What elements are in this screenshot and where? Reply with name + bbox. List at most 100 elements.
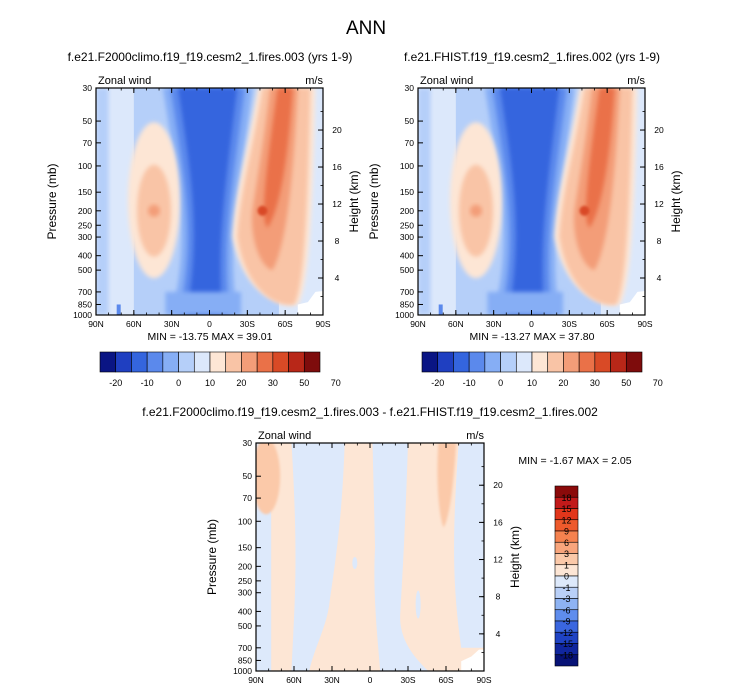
y-tick-label: 1000 [395,310,414,320]
colorbar-swatch [531,351,549,373]
right-tick-label: 8 [335,236,340,246]
y-tick-label: 1000 [73,310,92,320]
right-axis-label: Height (km) [508,526,522,588]
panel-title: f.e21.F2000climo.f19_f19.cesm2_1.fires.0… [142,405,598,419]
right-tick-label: 4 [335,273,340,283]
contour-band [499,88,560,315]
contour-band [415,590,421,619]
right-tick-label: 12 [332,199,342,209]
y-tick-label: 500 [238,621,252,631]
x-tick-label: 90S [637,319,652,329]
figure-title: ANN [345,18,387,39]
min-max-label: MIN = -13.27 MAX = 37.80 [470,331,595,343]
y-tick-label: 250 [238,576,252,586]
contour-band [487,291,564,315]
right-tick-label: 8 [657,236,662,246]
contour-band [263,88,293,228]
x-tick-label: 60N [286,675,302,685]
right-tick-label: 12 [493,555,503,565]
colorbar-swatch [610,351,627,373]
colorbar-label: 15 [561,504,571,514]
x-tick-label: 60N [126,319,142,329]
contour-band [256,443,281,515]
x-tick-label: 30S [240,319,255,329]
y-tick-label: 250 [78,220,92,230]
colorbar-label: 70 [653,378,663,388]
contour-band [437,443,457,528]
y-tick-label: 30 [405,83,415,93]
y-tick-label: 300 [78,232,92,242]
x-tick-label: 0 [529,319,534,329]
contour-band [165,291,242,315]
y-tick-label: 500 [400,265,414,275]
x-tick-label: 0 [368,675,373,685]
right-tick-label: 4 [657,273,662,283]
y-tick-label: 1000 [233,666,252,676]
y-tick-label: 50 [83,116,93,126]
colorbar-swatch [547,351,564,373]
colorbar-swatch [162,351,179,373]
colorbar-label: -18 [560,650,573,660]
x-tick-label: 90N [410,319,426,329]
x-tick-label: 60S [438,675,453,685]
colorbar-label: -20 [431,378,444,388]
y-tick-label: 150 [78,187,92,197]
y-tick-label: 200 [400,206,414,216]
contour-field [256,443,484,671]
colorbar-label: 6 [564,538,569,548]
contour-band [585,88,615,228]
y-tick-label: 150 [238,543,252,553]
colorbar-swatch [303,351,321,373]
colorbar-label: -3 [562,594,570,604]
colorbar: -20 -10 0 10 20 30 50 70 [421,351,663,388]
y-tick-label: 70 [83,138,93,148]
y-tick-label: 700 [238,643,252,653]
right-tick-label: 20 [332,125,342,135]
colorbar-label: 70 [331,378,341,388]
x-tick-label: 30N [486,319,502,329]
colorbar-swatch [484,351,501,373]
colorbar-label: -20 [109,378,122,388]
right-tick-label: 20 [654,125,664,135]
x-tick-label: 30S [562,319,577,329]
y-axis-label: Pressure (mb) [205,519,219,595]
x-tick-label: 30S [400,675,415,685]
y-tick-label: 300 [238,588,252,598]
colorbar-label: 0 [564,572,569,582]
colorbar-swatch [241,351,258,373]
colorbar-swatch [115,351,132,373]
colorbar-swatch [468,351,486,373]
right-tick-label: 8 [496,592,501,602]
y-tick-label: 700 [400,287,414,297]
units-label: m/s [466,430,484,442]
contour-band [291,443,345,671]
colorbar-swatch [256,351,274,373]
colorbar-swatch [288,351,305,373]
colorbar-swatch [594,351,611,373]
y-tick-label: 50 [243,471,253,481]
y-axis-label: Pressure (mb) [367,163,381,239]
x-tick-label: 90N [88,319,104,329]
colorbar-swatch [515,351,533,373]
y-tick-label: 30 [83,83,93,93]
colorbar-label: 9 [564,527,569,537]
y-axis-label: Pressure (mb) [45,163,59,239]
colorbar-swatch [554,654,579,667]
colorbar-label: 0 [498,378,503,388]
colorbar-label: -10 [463,378,476,388]
contour-field [418,88,645,315]
colorbar-label: 30 [268,378,278,388]
y-tick-label: 30 [243,438,253,448]
colorbar-label: 30 [590,378,600,388]
right-axis-label: Height (km) [347,170,361,232]
plot-frame-1: 90N 60N 30N 0 30S 60S 90S 30 50 70 100 150 200 250 300… [367,50,683,343]
contour-band [148,204,161,217]
right-tick-label: 20 [493,480,503,490]
colorbar: -20 -10 0 10 20 30 50 70 [99,351,341,388]
variable-label: Zonal wind [98,75,151,87]
x-tick-label: 90N [248,675,264,685]
y-tick-label: 70 [405,138,415,148]
contour-band [418,88,431,315]
